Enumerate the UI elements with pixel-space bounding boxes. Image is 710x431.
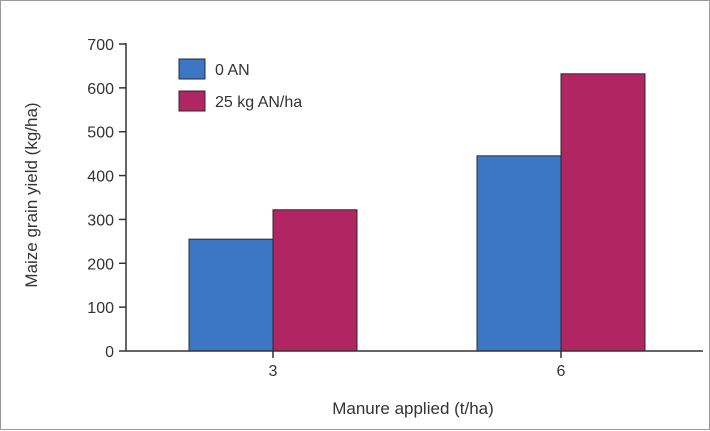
legend-label: 0 AN [215, 62, 250, 79]
y-axis-title: Maize grain yield (kg/ha) [22, 102, 41, 287]
y-tick-label: 0 [105, 344, 114, 361]
y-tick-label: 400 [87, 169, 114, 186]
bar-25-kg-an-ha-3 [272, 209, 358, 352]
x-tick-label: 6 [557, 363, 566, 380]
x-tick-label: 3 [269, 363, 278, 380]
legend-swatch [178, 58, 206, 80]
bars-group [188, 73, 646, 352]
y-ticks-group: 0 100 200 300 400 500 600 700 [87, 37, 126, 361]
y-tick-label: 500 [87, 125, 114, 142]
bar-25-kg-an-ha-6 [560, 73, 646, 352]
y-tick-label: 300 [87, 212, 114, 229]
legend-swatch [178, 90, 206, 112]
y-tick-label: 600 [87, 81, 114, 98]
legend: 0 AN 25 kg AN/ha [178, 58, 302, 112]
y-tick-label: 700 [87, 37, 114, 54]
y-tick-label: 100 [87, 300, 114, 317]
x-axis-title: Manure applied (t/ha) [332, 399, 494, 418]
bar-0-an-6 [476, 155, 562, 352]
bar-0-an-3 [188, 238, 274, 352]
legend-label: 25 kg AN/ha [215, 94, 302, 111]
y-tick-label: 200 [87, 256, 114, 273]
